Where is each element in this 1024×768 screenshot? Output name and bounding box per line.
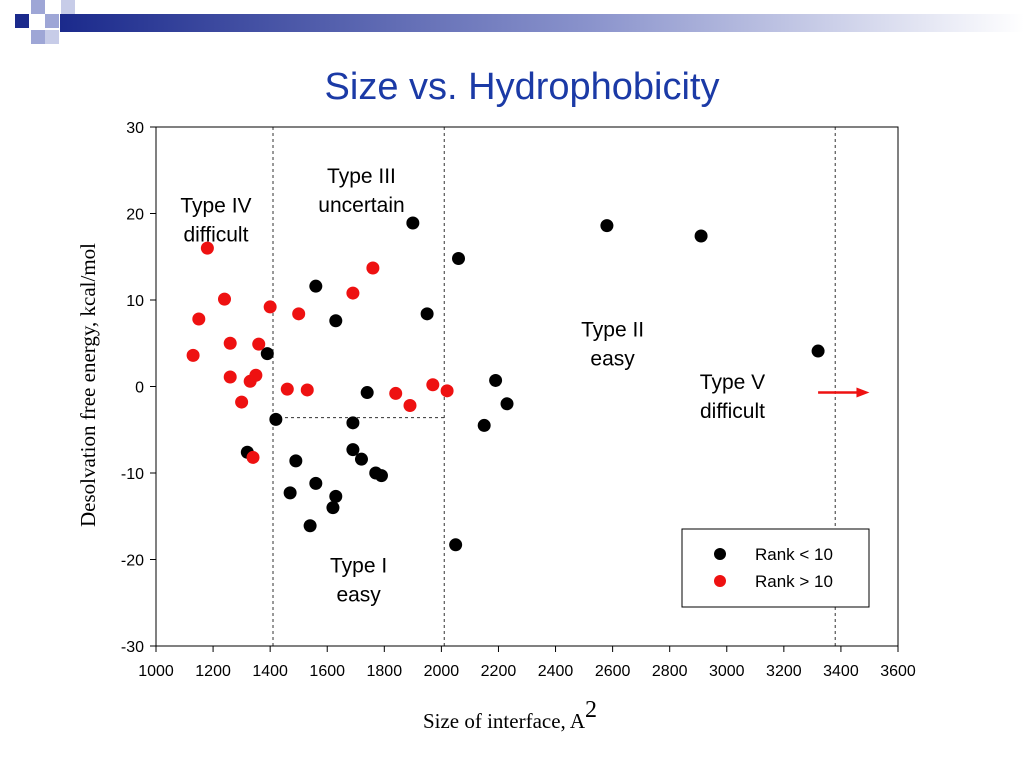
data-point-rank-gt-10 — [292, 307, 306, 321]
data-point-rank-gt-10 — [300, 383, 314, 397]
data-point-rank-lt-10 — [449, 538, 463, 552]
data-point-rank-lt-10 — [329, 489, 343, 503]
annotation-type1-line: Type I — [330, 554, 387, 577]
data-point-rank-lt-10 — [452, 251, 466, 265]
data-point-rank-gt-10 — [389, 386, 403, 400]
data-point-rank-lt-10 — [477, 418, 491, 432]
x-tick-label: 2800 — [652, 663, 688, 680]
data-point-rank-lt-10 — [374, 469, 388, 483]
page-title: Size vs. Hydrophobicity — [324, 66, 720, 108]
data-point-rank-lt-10 — [283, 486, 297, 500]
legend: Rank < 10 Rank > 10 — [681, 528, 870, 608]
data-point-rank-lt-10 — [694, 229, 708, 243]
data-point-rank-gt-10 — [186, 348, 200, 362]
legend-marker-rank-gt-10 — [714, 575, 726, 587]
data-point-rank-lt-10 — [811, 344, 825, 358]
data-point-rank-lt-10 — [329, 314, 343, 328]
data-point-rank-lt-10 — [420, 307, 434, 321]
data-point-rank-gt-10 — [252, 337, 266, 351]
legend-marker-rank-lt-10 — [714, 548, 726, 560]
x-tick-label: 1800 — [367, 663, 403, 680]
data-point-rank-lt-10 — [269, 412, 283, 426]
data-point-rank-gt-10 — [192, 312, 206, 326]
y-tick-label: -30 — [121, 639, 144, 656]
x-axis-label: Size of interface, A2 — [423, 697, 597, 733]
data-point-rank-gt-10 — [263, 300, 277, 314]
annotation-type5-line: Type V — [700, 371, 765, 394]
annotation-type1-line: easy — [336, 583, 381, 606]
data-point-rank-gt-10 — [366, 261, 380, 275]
annotation-type2: Type II easy — [581, 318, 644, 370]
data-point-rank-lt-10 — [346, 416, 360, 430]
y-tick-label: 30 — [126, 120, 144, 137]
x-tick-label: 1200 — [195, 663, 231, 680]
legend-box — [681, 528, 870, 608]
type-v-arrow-head — [856, 387, 870, 398]
legend-label-rank-lt-10: Rank < 10 — [755, 545, 833, 564]
annotation-type3: Type III uncertain — [318, 165, 404, 217]
x-axis-label-superscript: 2 — [585, 697, 597, 723]
data-point-rank-gt-10 — [403, 399, 417, 413]
y-tick-label: 20 — [126, 207, 144, 224]
data-point-rank-gt-10 — [235, 395, 249, 409]
data-point-rank-gt-10 — [200, 241, 214, 255]
y-tick-label: -20 — [121, 553, 144, 570]
annotation-type3-line: uncertain — [318, 194, 404, 217]
data-point-rank-lt-10 — [600, 219, 614, 233]
y-tick-label: 0 — [135, 380, 144, 397]
data-point-rank-lt-10 — [309, 476, 323, 490]
y-tick-label: -10 — [121, 466, 144, 483]
data-point-rank-lt-10 — [346, 443, 360, 457]
data-point-rank-lt-10 — [489, 373, 503, 387]
annotation-type2-line: easy — [590, 347, 635, 370]
axes: 1000 1200 1400 1600 1800 2000 2200 2400 2600 2800… — [121, 120, 916, 680]
x-tick-label: 2200 — [481, 663, 517, 680]
annotation-type2-line: Type II — [581, 318, 644, 341]
annotation-type3-line: Type III — [327, 165, 396, 188]
data-point-rank-gt-10 — [246, 450, 260, 464]
data-point-rank-lt-10 — [260, 347, 274, 361]
data-point-rank-gt-10 — [440, 384, 454, 398]
annotation-type4: Type IV difficult — [180, 195, 251, 247]
annotation-type5: Type V difficult — [700, 371, 765, 423]
x-tick-label: 3400 — [823, 663, 859, 680]
data-point-rank-gt-10 — [426, 378, 440, 392]
data-point-rank-lt-10 — [326, 501, 340, 515]
data-point-rank-gt-10 — [346, 286, 360, 300]
y-tick-label: 10 — [126, 293, 144, 310]
data-point-rank-lt-10 — [406, 216, 420, 230]
data-point-rank-lt-10 — [303, 519, 317, 533]
annotation-type1: Type I easy — [330, 554, 387, 606]
data-point-rank-lt-10 — [309, 279, 323, 293]
decorative-header-band — [15, 0, 1024, 44]
data-point-rank-lt-10 — [354, 452, 368, 466]
data-points — [186, 216, 825, 552]
x-tick-label: 2400 — [538, 663, 574, 680]
legend-label-rank-gt-10: Rank > 10 — [755, 572, 833, 591]
data-point-rank-lt-10 — [289, 454, 303, 468]
data-point-rank-gt-10 — [280, 382, 294, 396]
data-point-rank-gt-10 — [223, 336, 237, 350]
annotation-type4-line: difficult — [183, 224, 248, 247]
x-tick-label: 1400 — [252, 663, 288, 680]
x-tick-label: 3000 — [709, 663, 745, 680]
data-point-rank-gt-10 — [217, 292, 231, 306]
x-tick-label: 3600 — [880, 663, 916, 680]
data-point-rank-gt-10 — [223, 370, 237, 384]
annotation-type5-line: difficult — [700, 400, 765, 423]
x-tick-label: 1600 — [309, 663, 345, 680]
x-tick-label: 1000 — [138, 663, 174, 680]
data-point-rank-gt-10 — [249, 368, 263, 382]
data-point-rank-lt-10 — [500, 397, 514, 411]
x-tick-label: 2600 — [595, 663, 631, 680]
y-axis-label: Desolvation free energy, kcal/mol — [76, 243, 100, 527]
data-point-rank-lt-10 — [360, 386, 374, 400]
annotation-type4-line: Type IV — [180, 195, 251, 218]
x-tick-label: 3200 — [766, 663, 802, 680]
x-tick-label: 2000 — [424, 663, 460, 680]
